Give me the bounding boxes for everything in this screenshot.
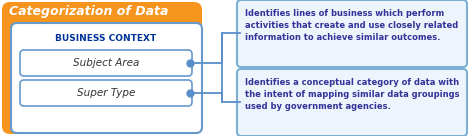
FancyBboxPatch shape [11, 23, 202, 133]
FancyBboxPatch shape [20, 50, 192, 76]
Text: Identifies lines of business which perform
activities that create and use closel: Identifies lines of business which perfo… [245, 9, 458, 42]
Text: Identifies a conceptual category of data with
the intent of mapping similar data: Identifies a conceptual category of data… [245, 78, 460, 111]
FancyBboxPatch shape [237, 69, 467, 136]
Text: Subject Area: Subject Area [73, 58, 139, 68]
Text: Super Type: Super Type [77, 88, 135, 98]
FancyBboxPatch shape [2, 2, 202, 134]
Text: Categorization of Data: Categorization of Data [9, 5, 168, 18]
FancyBboxPatch shape [20, 80, 192, 106]
FancyBboxPatch shape [237, 0, 467, 67]
Text: BUSINESS CONTEXT: BUSINESS CONTEXT [55, 34, 157, 43]
